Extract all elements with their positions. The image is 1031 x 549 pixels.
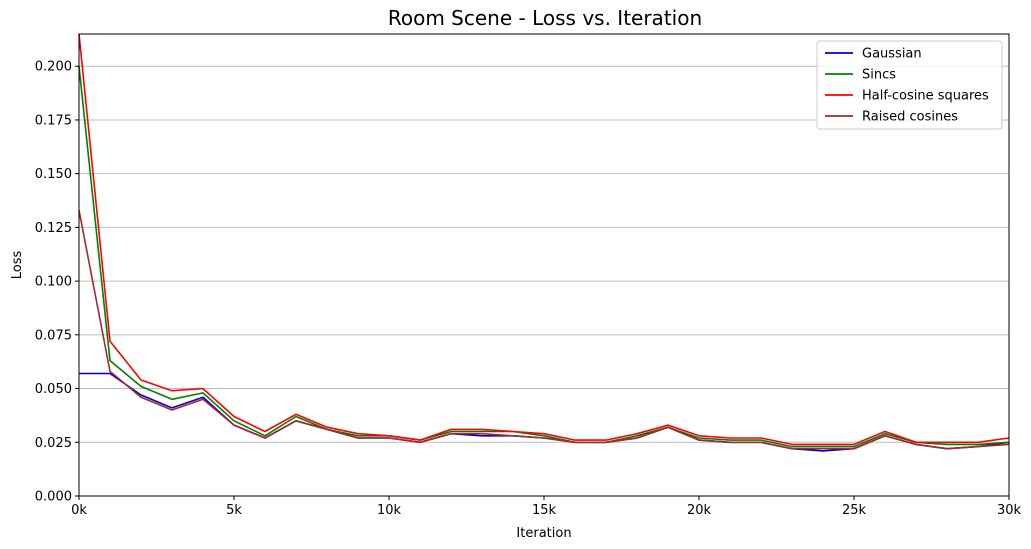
y-tick-label: 0.100 [35,275,72,290]
legend-label: Sincs [862,68,896,83]
y-tick-label: 0.200 [35,60,72,75]
series-line-raised-cosines [78,210,1010,450]
legend-box [816,40,1003,130]
y-tick-label: 0.075 [35,328,72,343]
x-axis-ticks: 0k 5k 10k 15k 20k 25k 30k [71,496,1022,518]
y-tick-label: 0.025 [35,436,72,451]
x-tick-label: 20k [687,503,712,518]
y-tick-label: 0.150 [35,167,72,182]
x-tick-label: 25k [842,503,867,518]
legend-label: Raised cosines [862,110,958,125]
chart-title: Room Scene - Loss vs. Iteration [388,6,702,30]
y-tick-label: 0.050 [35,382,72,397]
x-tick-label: 10k [377,503,402,518]
legend-label: Half-cosine squares [862,89,989,104]
x-tick-label: 5k [226,503,242,518]
series-lines [78,33,1010,452]
x-tick-label: 15k [532,503,557,518]
x-axis-label: Iteration [516,526,571,541]
y-axis-ticks: 0.000 0.025 0.050 0.075 0.100 0.125 0.150 0.175… [35,60,79,505]
y-tick-label: 0.175 [35,113,72,128]
series-line-half-cosine-squares [78,33,1010,446]
y-tick-label: 0.000 [35,490,72,505]
legend-label: Gaussian [862,47,922,62]
y-tick-label: 0.125 [35,221,72,236]
x-tick-label: 0k [71,503,87,518]
legend: Gaussian Sincs Half-cosine squares Raised c… [816,40,1003,130]
y-axis-label: Loss [10,251,25,280]
grid-lines [79,65,1009,443]
series-line-sincs [78,66,1010,448]
x-tick-label: 30k [997,503,1022,518]
